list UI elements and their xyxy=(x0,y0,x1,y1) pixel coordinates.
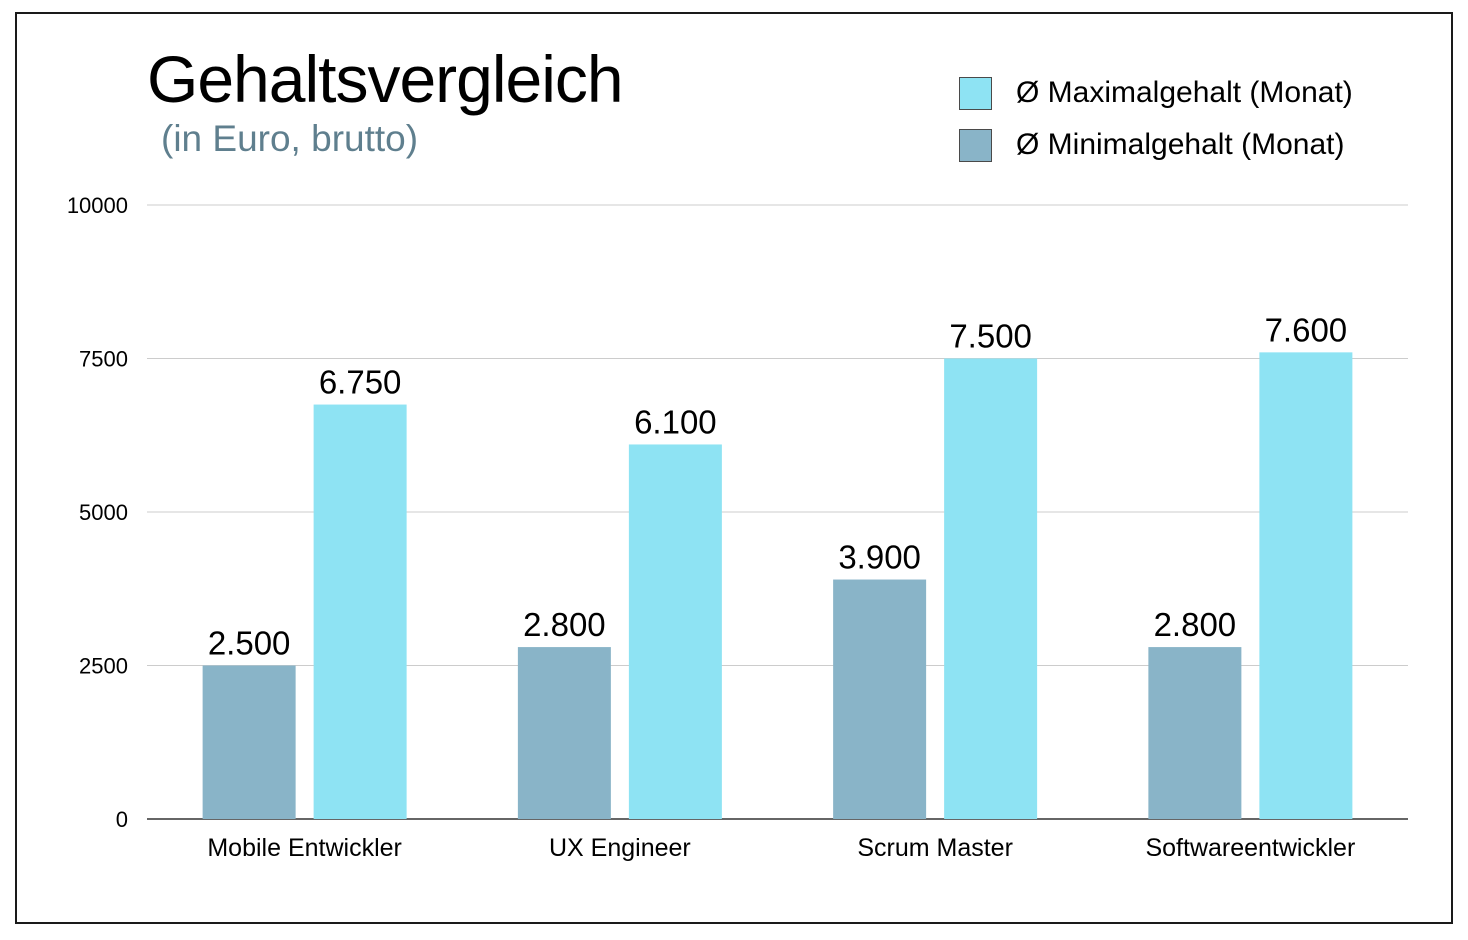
chart-subtitle: (in Euro, brutto) xyxy=(161,118,419,159)
y-tick-label: 5000 xyxy=(79,500,128,525)
legend-label-max: Ø Maximalgehalt (Monat) xyxy=(1016,76,1353,109)
bar-min xyxy=(1148,647,1242,819)
x-category-label: Mobile Entwickler xyxy=(207,834,402,862)
legend-swatch-max xyxy=(959,76,992,110)
x-category-label: UX Engineer xyxy=(549,834,691,862)
bar-value-label: 7.600 xyxy=(1265,311,1348,348)
bar-min xyxy=(833,579,927,819)
legend-swatch-min xyxy=(959,128,992,162)
bar-value-label: 7.500 xyxy=(949,318,1032,355)
bar-value-label: 2.800 xyxy=(523,606,606,643)
bar-value-label: 2.500 xyxy=(208,625,291,662)
bar-max xyxy=(944,358,1038,819)
y-tick-label: 0 xyxy=(116,807,128,832)
legend-item-max: Ø Maximalgehalt (Monat) xyxy=(959,68,1353,118)
y-tick-label: 2500 xyxy=(79,654,128,679)
legend: Ø Maximalgehalt (Monat) Ø Minimalgehalt … xyxy=(959,68,1353,172)
bar-value-label: 6.750 xyxy=(319,364,402,401)
legend-label-min: Ø Minimalgehalt (Monat) xyxy=(1016,128,1345,161)
bar-min xyxy=(517,647,611,819)
bar-min xyxy=(202,665,296,819)
chart-title: Gehaltsvergleich xyxy=(147,42,624,116)
bar-value-label: 2.800 xyxy=(1154,606,1237,643)
bar-max xyxy=(628,444,722,819)
x-category-label: Scrum Master xyxy=(857,834,1013,862)
legend-item-min: Ø Minimalgehalt (Monat) xyxy=(959,120,1353,170)
bar-value-label: 3.900 xyxy=(838,539,921,576)
y-tick-label: 7500 xyxy=(79,347,128,372)
bar-max xyxy=(313,404,407,819)
x-category-label: Softwareentwickler xyxy=(1145,834,1355,862)
y-tick-label: 10000 xyxy=(67,193,128,218)
bar-max xyxy=(1259,352,1353,819)
bar-value-label: 6.100 xyxy=(634,403,717,440)
